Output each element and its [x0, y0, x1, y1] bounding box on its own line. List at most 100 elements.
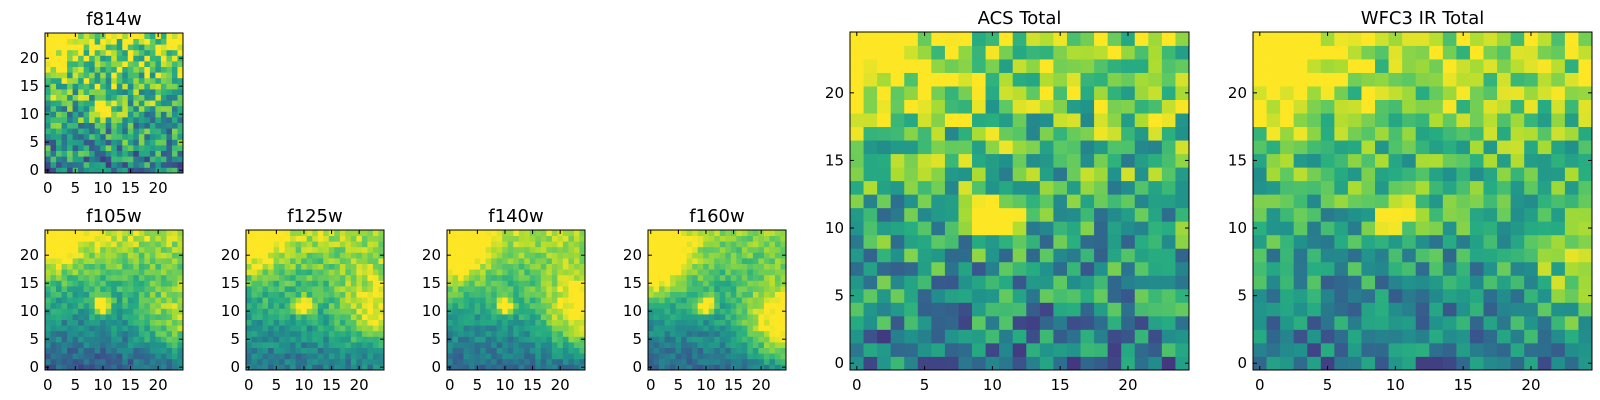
heatmap-cell	[1280, 194, 1295, 209]
heatmap-cell	[251, 358, 258, 365]
heatmap-cell	[850, 167, 864, 182]
heatmap-cell	[301, 319, 308, 326]
heatmap-cell	[1148, 248, 1163, 263]
heatmap-cell	[339, 235, 346, 242]
heatmap-cell	[50, 105, 57, 112]
heatmap-cell	[697, 274, 704, 281]
heatmap-cell	[122, 258, 129, 264]
heatmap-cell	[562, 364, 569, 371]
heatmap-cell	[725, 258, 732, 264]
heatmap-cell	[557, 263, 564, 270]
heatmap-cell	[133, 145, 140, 151]
heatmap-cell	[122, 49, 129, 56]
heatmap-cell	[100, 49, 107, 56]
heatmap-cell	[50, 246, 57, 253]
heatmap-cell	[295, 347, 302, 354]
heatmap-cell	[714, 342, 721, 348]
heatmap-cell	[116, 342, 123, 348]
heatmap-cell	[758, 347, 765, 354]
heatmap-cell	[246, 258, 252, 264]
heatmap-cell	[138, 319, 145, 326]
heatmap-cell	[138, 145, 145, 151]
heatmap-cell	[958, 248, 973, 263]
heatmap-cell	[45, 246, 51, 253]
heatmap-cell	[1012, 167, 1027, 182]
heatmap-cell	[111, 308, 118, 315]
heatmap-cell	[268, 297, 274, 304]
heatmap-cell	[1094, 356, 1109, 371]
heatmap-cell	[1456, 302, 1471, 317]
heatmap-cell	[1148, 288, 1163, 303]
heatmap-cell	[1094, 275, 1109, 290]
heatmap-cell	[491, 280, 498, 287]
heatmap-cell	[78, 128, 85, 135]
heatmap-cell	[752, 314, 759, 320]
heatmap-cell	[664, 297, 671, 304]
heatmap-cell	[83, 100, 90, 107]
heatmap-cell	[1039, 342, 1054, 357]
heatmap-cell	[725, 274, 732, 281]
axes-frame	[647, 229, 787, 371]
heatmap-cell	[67, 55, 73, 62]
heatmap-cell	[50, 133, 57, 140]
heatmap-cell	[1148, 72, 1163, 87]
heatmap-cell	[1026, 315, 1041, 330]
heatmap-cell	[72, 347, 79, 354]
heatmap-cell	[1053, 126, 1068, 141]
heatmap-cell	[133, 246, 140, 253]
heatmap-cell	[111, 61, 118, 67]
heatmap-cell	[1483, 86, 1498, 100]
heatmap-cell	[931, 72, 946, 87]
heatmap-cell	[463, 291, 470, 298]
heatmap-cell	[1134, 140, 1149, 155]
heatmap-cell	[944, 288, 959, 303]
heatmap-cell	[78, 49, 85, 56]
heatmap-cell	[89, 167, 96, 174]
heatmap-cell	[111, 111, 118, 118]
heatmap-cell	[653, 263, 660, 270]
heatmap-cell	[171, 308, 178, 315]
heatmap-cell	[160, 336, 167, 343]
heatmap-cell	[708, 364, 715, 371]
heatmap-cell	[138, 246, 145, 253]
heatmap-cell	[1253, 221, 1267, 236]
heatmap-cell	[769, 258, 776, 264]
heatmap-cell	[741, 325, 748, 332]
heatmap-cell	[769, 235, 776, 242]
heatmap-cell	[149, 330, 156, 337]
heatmap-cell	[312, 291, 319, 298]
heatmap-cell	[904, 342, 919, 357]
heatmap-cell	[155, 55, 162, 62]
heatmap-cell	[246, 241, 252, 248]
heatmap-cell	[686, 358, 693, 365]
heatmap-cell	[747, 302, 754, 309]
heatmap-cell	[372, 241, 379, 248]
heatmap-cell	[752, 308, 759, 315]
heatmap-cell	[378, 330, 385, 337]
heatmap-cell	[160, 94, 167, 101]
heatmap-cell	[116, 66, 123, 73]
heatmap-cell	[1253, 32, 1267, 46]
heatmap-cell	[1266, 207, 1281, 222]
heatmap-cell	[763, 358, 770, 365]
heatmap-cell	[262, 269, 269, 276]
heatmap-cell	[67, 258, 73, 264]
heatmap-cell	[133, 61, 140, 67]
heatmap-cell	[105, 336, 112, 343]
heatmap-cell	[1402, 167, 1417, 182]
heatmap-cell	[769, 319, 776, 326]
heatmap-cell	[1161, 59, 1176, 73]
heatmap-cell	[122, 66, 129, 73]
heatmap-cell	[664, 291, 671, 298]
heatmap-cell	[177, 302, 184, 309]
heatmap-cell	[719, 252, 726, 259]
heatmap-cell	[50, 297, 57, 304]
heatmap-cell	[1564, 248, 1579, 263]
heatmap-cell	[507, 319, 514, 326]
heatmap-cell	[529, 241, 536, 248]
heatmap-cell	[133, 280, 140, 287]
heatmap-cell	[1388, 234, 1403, 249]
heatmap-cell	[1524, 356, 1539, 371]
heatmap-cell	[72, 297, 79, 304]
heatmap-cell	[177, 347, 184, 354]
